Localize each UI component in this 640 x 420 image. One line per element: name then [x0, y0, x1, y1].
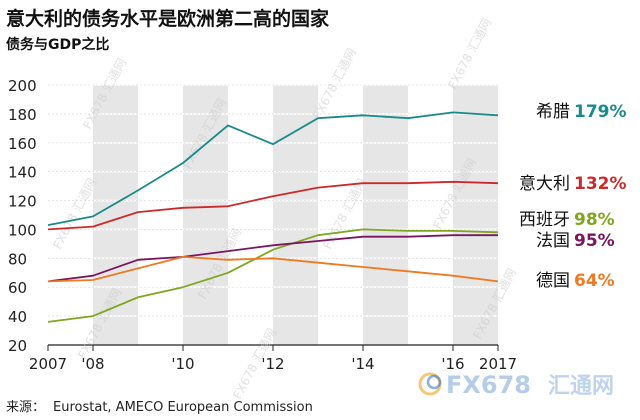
- x-tick-label-2008: '08: [81, 355, 104, 373]
- chart-title: 意大利的债务水平是欧洲第二高的国家: [6, 8, 330, 30]
- series-end-value-spain: 98%: [574, 210, 615, 230]
- series-name-germany: 德国: [536, 271, 570, 291]
- source-text: Eurostat, AMECO European Commission: [53, 400, 313, 415]
- y-tick-label-200: 200: [8, 77, 37, 95]
- source-note: 来源： Eurostat, AMECO European Commission: [6, 396, 313, 415]
- y-tick-label-100: 100: [8, 221, 37, 239]
- y-axis-label: 债务与GDP之比: [6, 37, 110, 53]
- series-end-value-germany: 64%: [574, 271, 615, 291]
- y-tick-label-180: 180: [8, 106, 37, 124]
- series-name-france: 法国: [536, 231, 570, 251]
- series-name-spain: 西班牙: [519, 210, 570, 230]
- brand-logo-inner-icon: [426, 374, 442, 390]
- x-tick-label-2010: '10: [171, 355, 194, 373]
- series-name-greece: 希腊: [536, 102, 570, 122]
- shaded-band-4: [453, 85, 498, 345]
- brand-logo-text: FX678: [446, 371, 531, 399]
- watermark-4: FX678 汇通网: [310, 46, 359, 121]
- series-name-italy: 意大利: [519, 174, 570, 194]
- series-end-value-france: 95%: [574, 231, 615, 251]
- shaded-band-1: [183, 85, 228, 345]
- x-tick-label-2016: '16: [441, 355, 464, 373]
- series-end-value-italy: 132%: [574, 174, 627, 194]
- shaded-band-2: [273, 85, 318, 345]
- y-tick-label-160: 160: [8, 135, 37, 153]
- x-tick-label-2007: 2007: [29, 355, 67, 373]
- series-end-value-greece: 179%: [574, 102, 627, 122]
- y-tick-label-120: 120: [8, 193, 37, 211]
- y-tick-label-80: 80: [8, 250, 27, 268]
- x-tick-label-2014: '14: [351, 355, 374, 373]
- source-label: 来源：: [6, 400, 46, 415]
- y-tick-label-140: 140: [8, 164, 37, 182]
- y-tick-label-60: 60: [8, 279, 27, 297]
- watermark-5: FX678 汇通网: [445, 16, 494, 91]
- brand-logo-text-cn: 汇通网: [548, 374, 614, 399]
- watermark-7: FX678 汇通网: [50, 176, 99, 251]
- shaded-band-3: [363, 85, 408, 345]
- x-tick-label-2012: '12: [261, 355, 284, 373]
- y-tick-label-40: 40: [8, 308, 27, 326]
- x-tick-label-2017: 2017: [479, 355, 517, 373]
- y-tick-label-20: 20: [8, 337, 27, 355]
